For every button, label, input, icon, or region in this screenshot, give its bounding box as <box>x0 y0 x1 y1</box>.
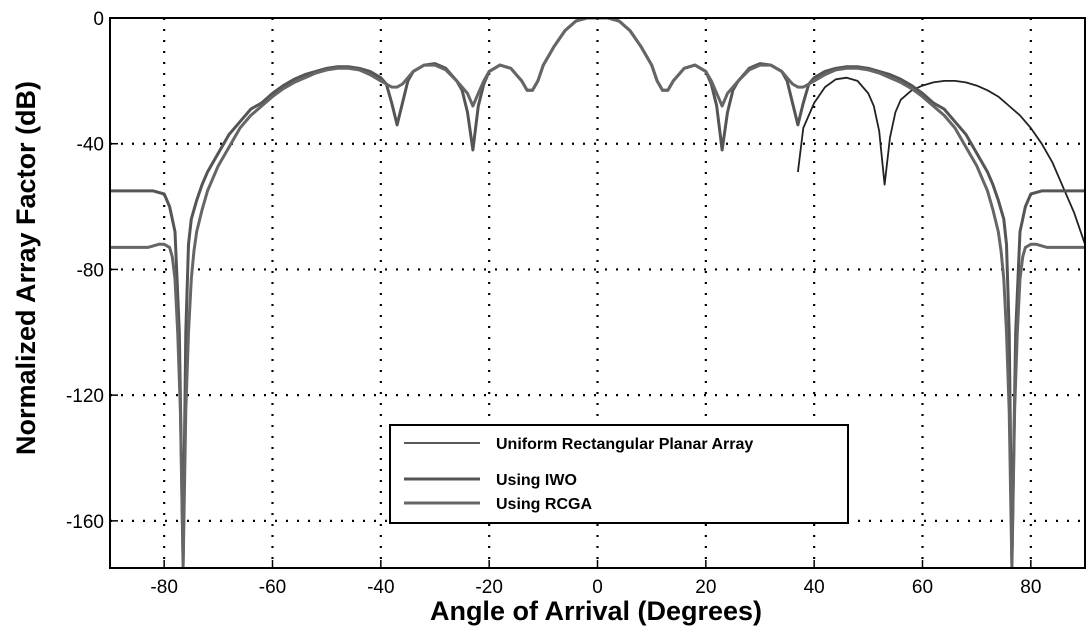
y-tick-label: 0 <box>93 9 104 30</box>
x-tick-label: -20 <box>475 577 502 598</box>
x-tick-label: 80 <box>1020 577 1041 598</box>
legend-label-uniform: Uniform Rectangular Planar Array <box>496 436 753 453</box>
x-tick-label: 60 <box>912 577 933 598</box>
legend-label-rcga: Using RCGA <box>496 496 592 513</box>
y-tick-label: -160 <box>66 512 104 533</box>
x-tick-label: 40 <box>804 577 825 598</box>
y-tick-label: -40 <box>77 135 104 156</box>
axis-ticks: -80 -60 -40 -20 0 20 40 60 80 0 -40 -80 -120 -160 <box>66 9 1041 598</box>
x-tick-label: -60 <box>259 577 286 598</box>
x-tick-label: 20 <box>695 577 716 598</box>
legend: Uniform Rectangular Planar Array Using I… <box>389 424 849 524</box>
series-lines <box>110 18 1085 568</box>
y-axis-label: Normalized Array Factor (dB) <box>11 81 41 455</box>
x-tick-label: -80 <box>150 577 177 598</box>
grid-lines <box>110 18 1085 568</box>
x-axis-label: Angle of Arrival (Degrees) <box>430 596 762 626</box>
series-line-iwo <box>110 18 1085 564</box>
x-tick-label: -40 <box>367 577 394 598</box>
series-line-uniform <box>797 76 1085 245</box>
x-tick-label: 0 <box>592 577 603 598</box>
y-tick-label: -80 <box>77 260 104 281</box>
legend-box <box>389 424 849 524</box>
y-tick-label: -120 <box>66 386 104 407</box>
legend-label-iwo: Using IWO <box>496 472 577 489</box>
series-line-rcga <box>110 18 1085 568</box>
